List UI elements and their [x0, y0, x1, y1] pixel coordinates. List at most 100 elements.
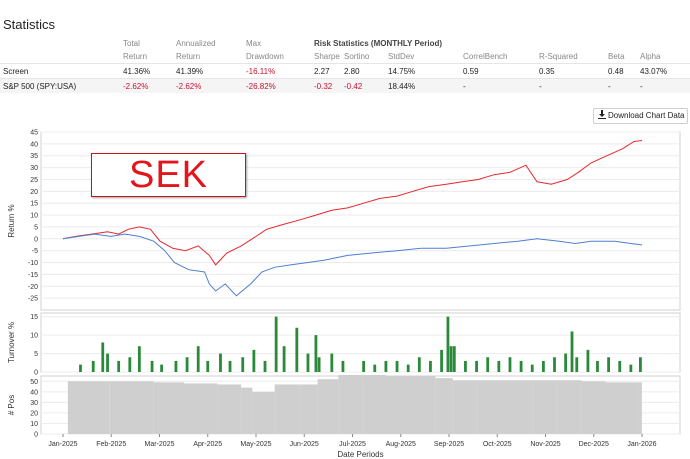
turnover-bar — [101, 342, 105, 372]
column-header: CorrelBench — [463, 52, 508, 61]
positions-bar — [153, 382, 184, 434]
x-tick-label: Jan-2025 — [48, 441, 77, 448]
turnover-bar — [530, 364, 534, 372]
table-cell: -0.32 — [311, 78, 341, 93]
download-chart-data-button[interactable]: Download Chart Data — [593, 108, 688, 124]
positions-bar — [532, 380, 558, 434]
column-header: StdDev — [388, 52, 415, 61]
return-y-tick-label: 35 — [30, 153, 38, 160]
turnover-bar — [629, 364, 633, 372]
turnover-plot-frame — [40, 312, 681, 373]
turnover-bar — [106, 353, 109, 372]
table-cell: - — [605, 78, 637, 93]
column-header: Alpha — [640, 52, 661, 61]
positions-bar — [638, 382, 642, 434]
column-header: Total — [123, 39, 140, 48]
positions-bar — [476, 380, 501, 434]
turnover-bar — [446, 316, 450, 372]
positions-bar — [109, 381, 154, 434]
turnover-bar — [607, 357, 610, 372]
turnover-bar — [128, 357, 132, 372]
positions-bar — [435, 378, 453, 434]
row-name: Screen — [0, 63, 120, 79]
table-cell: -2.62% — [120, 78, 173, 93]
row-name: S&P 500 (SPY:USA) — [0, 78, 120, 93]
turnover-bar — [150, 360, 154, 372]
return-y-tick-label: -25 — [28, 296, 38, 303]
turnover-y-tick-label: 10 — [30, 333, 38, 340]
column-header: Return — [123, 52, 148, 61]
positions-bar — [300, 384, 318, 434]
return-y-tick-label: -15 — [28, 272, 38, 279]
positions-bar — [581, 381, 606, 434]
download-icon — [598, 109, 606, 123]
positions-y-tick-label: 20 — [30, 410, 38, 417]
turnover-bar — [596, 360, 599, 372]
turnover-bar — [452, 346, 456, 372]
series-line-benchmark — [62, 233, 643, 297]
turnover-bar — [449, 346, 453, 372]
return-y-axis-label: Return % — [7, 204, 16, 237]
turnover-bar — [464, 360, 467, 372]
x-tick-label: Sep-2025 — [434, 441, 464, 448]
turnover-bar — [206, 360, 210, 372]
turnover-bar — [185, 357, 189, 372]
return-y-tick-label: 30 — [30, 165, 38, 172]
table-cell: 0.48 — [605, 63, 637, 79]
return-y-tick-label: 40 — [30, 141, 38, 148]
table-cell: -26.82% — [243, 78, 311, 93]
x-tick-label: Mar-2025 — [145, 441, 175, 448]
turnover-bar — [508, 357, 512, 372]
table-cell: - — [637, 78, 690, 93]
table-cell: 2.27 — [311, 63, 341, 79]
column-header: Beta — [608, 52, 625, 61]
positions-y-tick-label: 10 — [30, 421, 38, 428]
risk-statistics-header: Risk Statistics (MONTHLY Period) — [314, 39, 443, 48]
positions-bar — [385, 376, 404, 434]
table-cell: - — [536, 78, 605, 93]
turnover-bar — [475, 360, 478, 372]
turnover-bar — [384, 360, 388, 372]
x-tick-label: May-2025 — [240, 441, 271, 448]
turnover-bar — [553, 357, 556, 372]
return-y-tick-label: 15 — [30, 201, 38, 208]
table-row: Screen 41.36% 41.39% -16.11% 2.27 2.80 1… — [0, 63, 690, 79]
return-y-tick-label: 45 — [30, 130, 38, 137]
positions-bar — [183, 383, 218, 434]
turnover-bar — [586, 349, 590, 372]
x-tick-label: Aug-2025 — [386, 441, 416, 448]
turnover-bar — [486, 357, 490, 372]
positions-bar — [452, 380, 477, 434]
table-header-row: Return Return Drawdown Sharpe Sortino St… — [0, 50, 690, 64]
turnover-bar — [314, 335, 318, 372]
turnover-bar — [228, 360, 232, 372]
table-cell: 18.44% — [385, 78, 460, 93]
return-y-tick-label: -20 — [28, 284, 38, 291]
turnover-bar — [639, 357, 642, 372]
turnover-y-tick-label: 15 — [30, 314, 38, 321]
column-header: Sortino — [344, 52, 370, 61]
return-y-tick-label: 10 — [30, 213, 38, 220]
positions-y-tick-label: 50 — [30, 379, 38, 386]
table-cell: 2.80 — [341, 63, 385, 79]
turnover-bar — [137, 346, 141, 372]
positions-bar — [500, 380, 533, 434]
turnover-bar — [497, 360, 501, 372]
turnover-bar — [417, 357, 421, 372]
turnover-bar — [575, 357, 579, 372]
page-title: Statistics — [3, 17, 56, 32]
x-tick-label: Nov-2025 — [530, 441, 560, 448]
table-cell: 0.59 — [460, 63, 536, 79]
turnover-bar — [519, 360, 523, 372]
table-cell: -2.62% — [173, 78, 243, 93]
turnover-bar — [241, 357, 245, 372]
x-tick-label: Oct-2025 — [483, 441, 512, 448]
turnover-bar — [406, 364, 410, 372]
statistics-table: Total Annualized Max Risk Statistics (MO… — [0, 37, 690, 93]
series-line-screen — [62, 140, 643, 266]
x-tick-label: Dec-2025 — [579, 441, 609, 448]
table-cell: - — [460, 78, 536, 93]
turnover-bar — [564, 353, 568, 372]
positions-y-tick-label: 40 — [30, 389, 38, 396]
turnover-bar — [306, 353, 310, 372]
